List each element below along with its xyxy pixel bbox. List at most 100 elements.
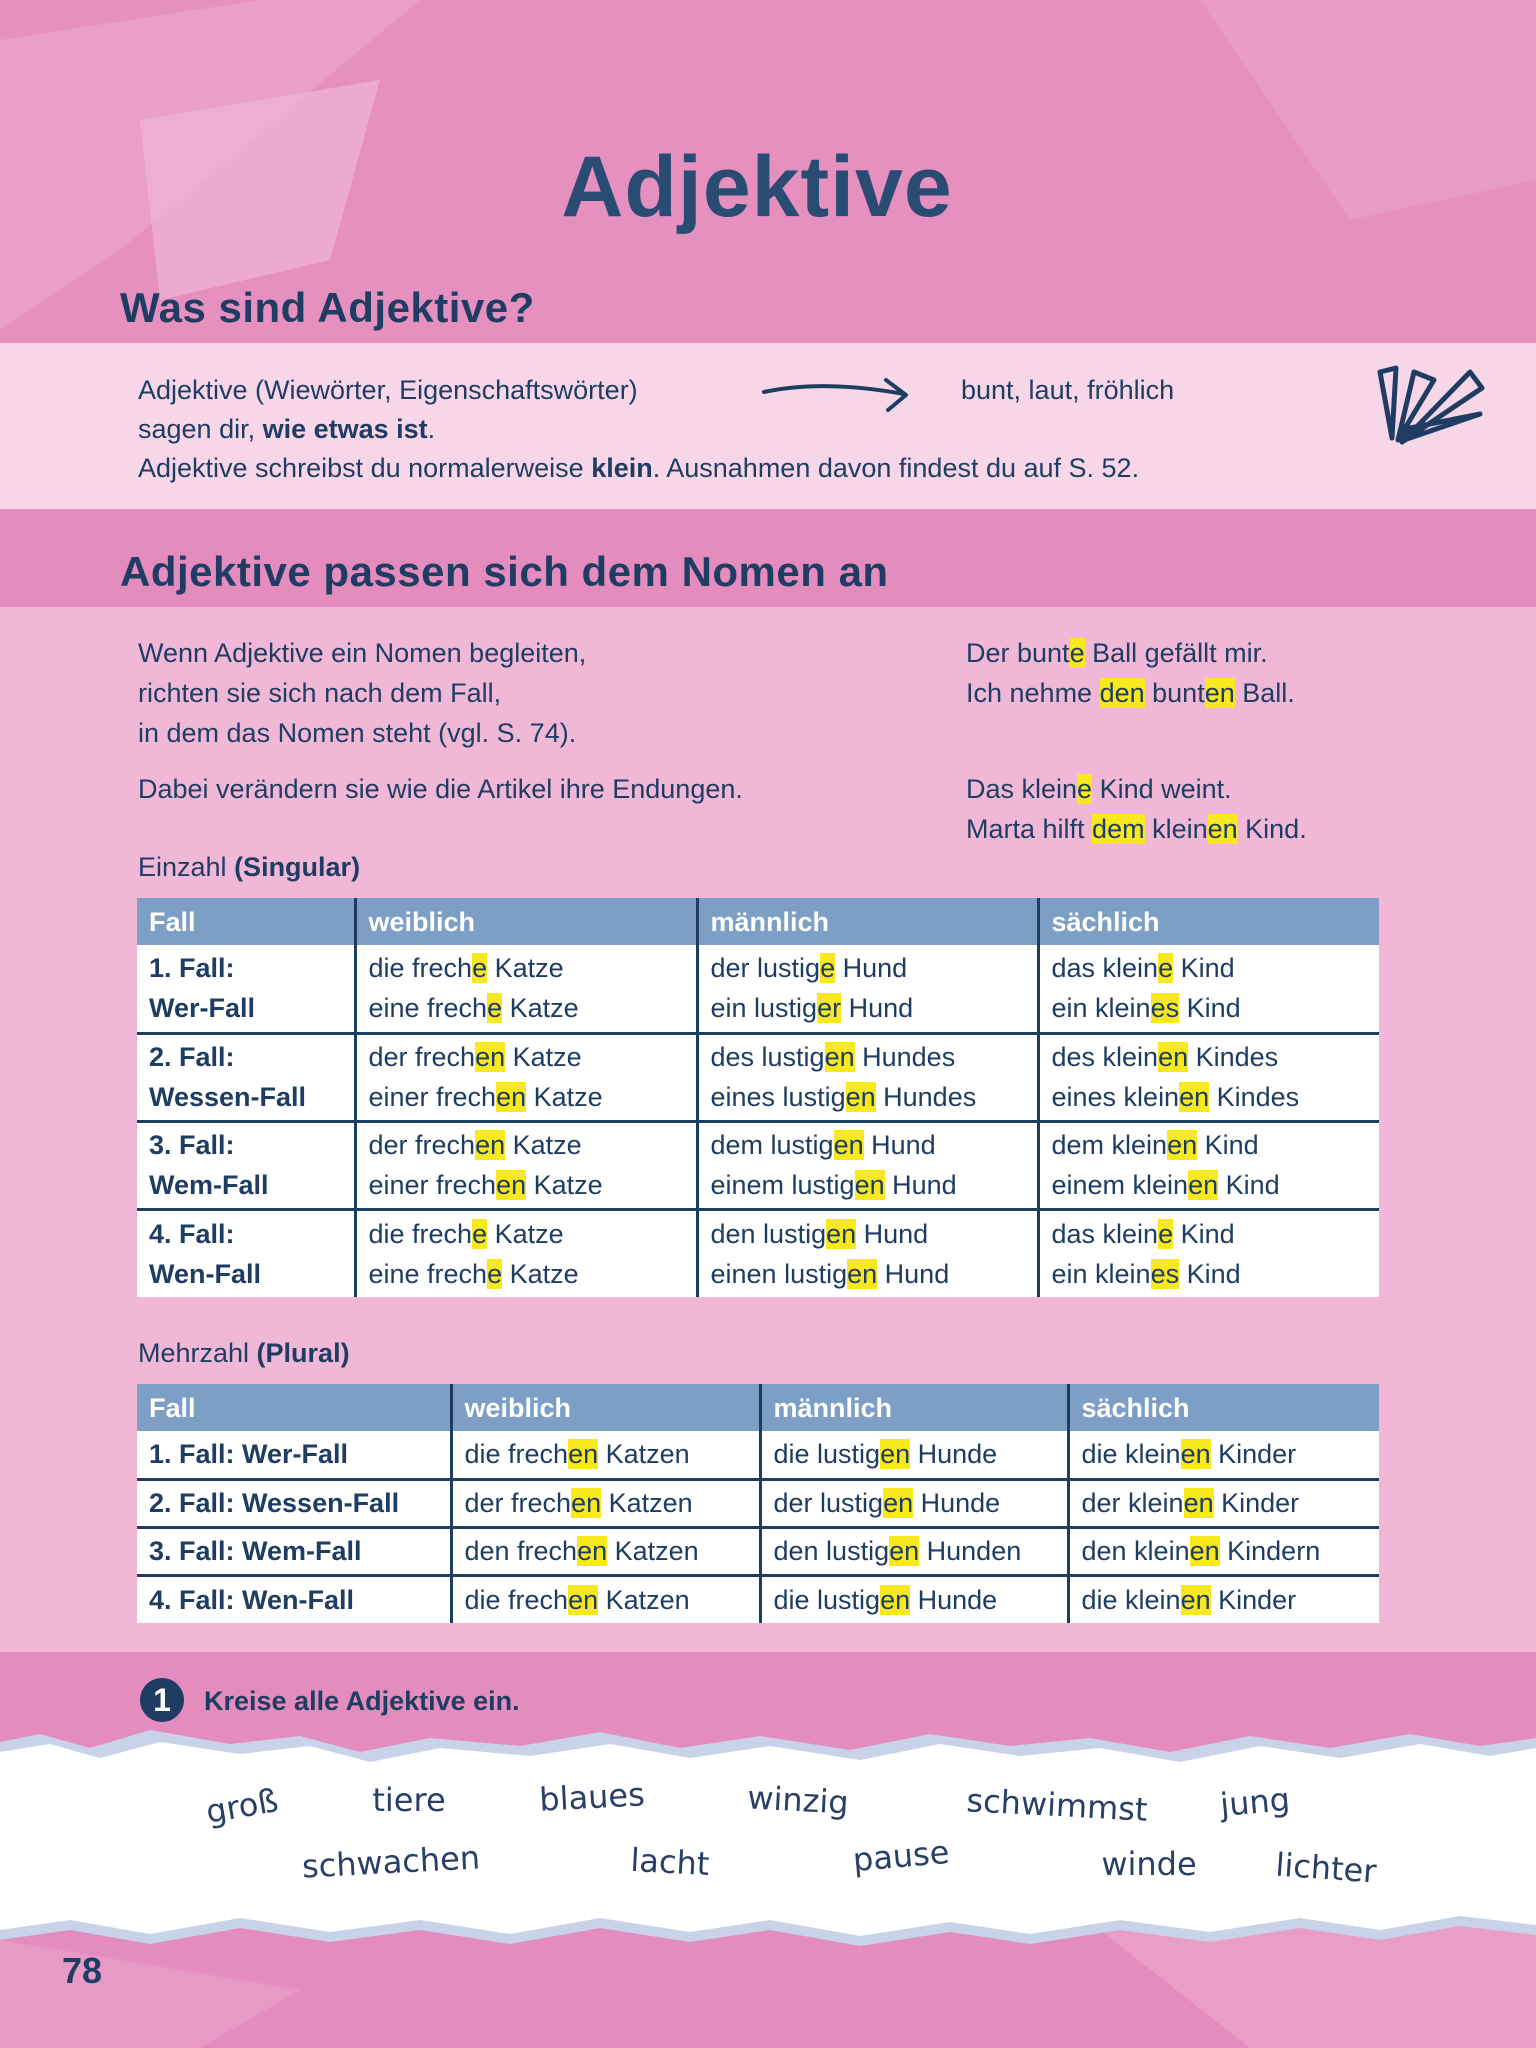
text: Hund xyxy=(835,953,908,984)
paragraph-line: in dem das Nomen steht (vgl. S. 74). xyxy=(138,718,577,748)
bold-text: (Singular) xyxy=(226,852,361,882)
text: Katze xyxy=(502,993,579,1024)
text: Katzen xyxy=(598,1439,690,1470)
example-sentence: Das kleine Kind weint. xyxy=(966,769,1232,809)
cell: die frechen Katzen xyxy=(449,1431,760,1479)
text: Hund xyxy=(863,1130,936,1160)
text: die frech xyxy=(368,953,473,984)
text: klein xyxy=(1144,814,1208,844)
text: eine frech xyxy=(368,1258,488,1289)
word: blaues xyxy=(538,1775,646,1819)
header-cell: sächlich xyxy=(1066,1384,1379,1431)
example-sentence: Marta hilft dem kleinen Kind. xyxy=(966,809,1307,849)
highlight: e xyxy=(472,953,488,984)
text: ein klein xyxy=(1051,993,1151,1024)
text: Katze xyxy=(526,1170,603,1200)
cell-line: eine freche Katze xyxy=(369,988,684,1028)
text: die frech xyxy=(464,1439,569,1470)
text: Hunde xyxy=(913,1488,1001,1518)
highlight: en xyxy=(847,1258,878,1289)
table-row: 4. Fall: Wen-Fall die freche Katze eine fre… xyxy=(137,1207,1379,1297)
table-row: 4. Fall: Wen-Fall die frechen Katzen die l… xyxy=(137,1573,1379,1623)
section-heading: Adjektive passen sich dem Nomen an xyxy=(120,548,889,595)
table-head: Fall weiblich männlich sächlich xyxy=(137,898,1379,945)
text: Einzahl xyxy=(138,852,227,882)
highlight: en xyxy=(833,1130,864,1160)
text: der klein xyxy=(1081,1488,1184,1518)
table-row: 2. Fall: Wessen-Fall der frechen Katzen de… xyxy=(137,1477,1379,1527)
cell: die lustigen Hunde xyxy=(758,1431,1068,1479)
cell-line: eine freche Katze xyxy=(369,1254,684,1294)
text: Hundes xyxy=(854,1042,956,1072)
intro-line: Adjektive (Wiewörter, Eigenschaftswörter… xyxy=(138,370,638,410)
table-row: 1. Fall: Wer-Fall die frechen Katzen die l… xyxy=(137,1431,1379,1479)
cell: der lustigen Hunde xyxy=(758,1477,1068,1527)
cell: den kleinen Kindern xyxy=(1066,1525,1379,1575)
text: einen lustig xyxy=(710,1258,848,1289)
cell: den lustigen Hunden xyxy=(758,1525,1068,1575)
cell: dem kleinen Kind einem kleinen Kind xyxy=(1036,1119,1379,1209)
text: Hunde xyxy=(910,1439,998,1470)
case-cell: 1. Fall: Wer-Fall xyxy=(137,1431,451,1479)
highlight: en xyxy=(889,1536,920,1566)
case-line: 3. Fall: xyxy=(149,1130,235,1160)
table-row: 2. Fall: Wessen-Fall der frechen Katze eine… xyxy=(137,1031,1379,1121)
text: sagen dir, xyxy=(138,414,263,444)
text: Hundes xyxy=(875,1082,977,1112)
text: Hunde xyxy=(910,1584,998,1615)
highlight: e xyxy=(820,953,836,984)
text: Kind xyxy=(1173,1218,1235,1249)
text: Kind weint. xyxy=(1092,774,1232,804)
table: Fall weiblich männlich sächlich 1. Fall: Wer-… xyxy=(137,898,1379,1297)
highlight: en xyxy=(1180,1439,1211,1470)
highlight: e xyxy=(1158,953,1174,984)
text: die frech xyxy=(368,1218,473,1249)
header-cell: weiblich xyxy=(353,898,697,945)
cell-line: ein kleines Kind xyxy=(1052,988,1368,1028)
highlight: en xyxy=(845,1082,876,1112)
header-cell: weiblich xyxy=(449,1384,760,1431)
text: Katze xyxy=(526,1082,603,1112)
text: die frech xyxy=(464,1584,569,1615)
highlight: en xyxy=(1207,814,1238,844)
text: Der bunt xyxy=(966,638,1070,668)
highlight: e xyxy=(472,1218,488,1249)
highlight: den xyxy=(1099,678,1145,708)
highlight: en xyxy=(854,1170,885,1200)
highlight: e xyxy=(487,1258,503,1289)
cell: den frechen Katzen xyxy=(449,1525,760,1575)
text: Kinder xyxy=(1210,1584,1297,1615)
text: einer frech xyxy=(368,1170,497,1200)
highlight: e xyxy=(487,993,503,1024)
text: ein klein xyxy=(1051,1258,1151,1289)
cell: das kleine Kind ein kleines Kind xyxy=(1036,1207,1379,1297)
cell-line: einen lustigen Hund xyxy=(711,1254,1025,1294)
cell-line: eines lustigen Hundes xyxy=(711,1077,1025,1117)
text: Kindern xyxy=(1219,1536,1321,1566)
cell: die kleinen Kinder xyxy=(1066,1573,1379,1623)
bold-text: wie etwas ist xyxy=(262,414,428,444)
cell-line: einem lustigen Hund xyxy=(711,1165,1025,1205)
cell-line: einem kleinen Kind xyxy=(1052,1165,1368,1205)
case-cell: 3. Fall: Wem-Fall xyxy=(137,1119,355,1209)
text: Kind xyxy=(1173,953,1235,984)
header-row: Fall weiblich männlich sächlich xyxy=(137,898,1379,945)
cell: des lustigen Hundes eines lustigen Hundes xyxy=(695,1031,1038,1121)
highlight: en xyxy=(880,1584,911,1615)
text: die lustig xyxy=(773,1439,881,1470)
table-label: Mehrzahl (Plural) xyxy=(138,1333,350,1373)
text: . xyxy=(427,414,436,444)
highlight: en xyxy=(1204,678,1235,708)
text: Kind xyxy=(1179,1258,1241,1289)
text: den lustig xyxy=(710,1218,827,1249)
text: Das klein xyxy=(966,774,1078,804)
cell: der frechen Katze einer frechen Katze xyxy=(353,1119,697,1209)
case-cell: 3. Fall: Wem-Fall xyxy=(137,1525,451,1575)
highlight: en xyxy=(496,1170,527,1200)
section-heading: Was sind Adjektive? xyxy=(120,284,535,331)
text: den frech xyxy=(464,1536,578,1566)
text: Katzen xyxy=(598,1584,690,1615)
header-cell: männlich xyxy=(695,898,1038,945)
cell-line: dem lustigen Hund xyxy=(711,1125,1025,1165)
text: . Ausnahmen davon findest du auf S. 52. xyxy=(652,453,1140,483)
